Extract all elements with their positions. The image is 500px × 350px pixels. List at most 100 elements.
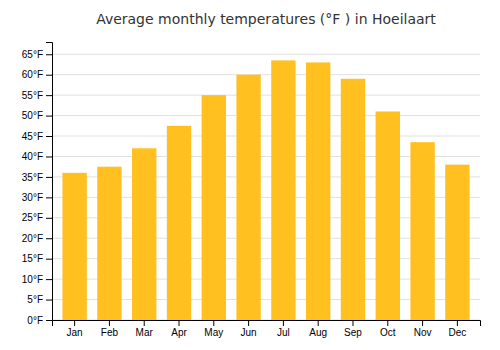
tick: 40°F bbox=[22, 151, 52, 162]
tick-mark bbox=[46, 136, 52, 137]
tick: Nov bbox=[414, 320, 432, 338]
grid-line bbox=[52, 74, 480, 75]
tick-mark bbox=[213, 320, 214, 326]
tick-mark bbox=[46, 197, 52, 198]
tick: 5°F bbox=[27, 294, 52, 305]
tick: 45°F bbox=[22, 131, 52, 142]
tick-mark bbox=[248, 320, 249, 326]
tick-mark bbox=[179, 320, 180, 326]
tick-label: 40°F bbox=[22, 151, 43, 162]
tick-mark bbox=[46, 95, 52, 96]
tick-mark bbox=[144, 320, 145, 326]
tick-mark bbox=[422, 320, 423, 326]
y-axis: 0°F 5°F 10°F 15°F 20°F 25°F 30°F 35°F 40°F 45°F 50… bbox=[22, 43, 53, 326]
tick-label: Jan bbox=[67, 327, 83, 338]
tick-label: 55°F bbox=[22, 90, 43, 101]
tick-label: 5°F bbox=[27, 294, 43, 305]
tick-mark bbox=[109, 320, 110, 326]
tick-label: Sep bbox=[344, 327, 362, 338]
grid-line bbox=[52, 95, 480, 96]
axis-line bbox=[53, 321, 481, 327]
tick-label: 65°F bbox=[22, 49, 43, 60]
tick: 10°F bbox=[22, 274, 52, 285]
plot: 0°F 5°F 10°F 15°F 20°F 25°F 30°F 35°F 40°F 45°F 50… bbox=[22, 43, 481, 339]
tick: 25°F bbox=[22, 212, 52, 223]
tick-label: Nov bbox=[414, 327, 432, 338]
tick: May bbox=[204, 320, 223, 338]
tick-mark bbox=[46, 54, 52, 55]
tick-mark bbox=[457, 320, 458, 326]
tick-mark bbox=[387, 320, 388, 326]
tick-label: Mar bbox=[136, 327, 154, 338]
tick-label: Apr bbox=[171, 327, 187, 338]
bar bbox=[97, 167, 121, 320]
tick: 60°F bbox=[22, 69, 52, 80]
tick-mark bbox=[74, 320, 75, 326]
tick: Aug bbox=[309, 320, 327, 338]
bar bbox=[341, 79, 365, 320]
bar bbox=[376, 112, 400, 321]
tick-mark bbox=[318, 320, 319, 326]
bar bbox=[271, 60, 295, 320]
tick-mark bbox=[46, 238, 52, 239]
bars bbox=[62, 60, 469, 320]
tick: 30°F bbox=[22, 192, 52, 203]
tick-mark bbox=[46, 218, 52, 219]
tick: Jul bbox=[277, 320, 290, 338]
tick-label: 45°F bbox=[22, 131, 43, 142]
tick: Feb bbox=[101, 320, 119, 338]
tick: 50°F bbox=[22, 110, 52, 121]
tick-label: 60°F bbox=[22, 69, 43, 80]
tick-mark bbox=[283, 320, 284, 326]
tick-label: 35°F bbox=[22, 172, 43, 183]
tick-label: 10°F bbox=[22, 274, 43, 285]
tick: 15°F bbox=[22, 253, 52, 264]
tick-label: 20°F bbox=[22, 233, 43, 244]
tick: Oct bbox=[380, 320, 396, 338]
tick-mark bbox=[46, 177, 52, 178]
tick-mark bbox=[46, 320, 52, 321]
chart: 0°F 5°F 10°F 15°F 20°F 25°F 30°F 35°F 40°F 45°F 50… bbox=[0, 0, 500, 350]
tick: Dec bbox=[448, 320, 466, 338]
tick-label: 30°F bbox=[22, 192, 43, 203]
x-axis: Jan Feb Mar Apr May Jun Jul Aug Sep Oct Nov Dec bbox=[53, 320, 481, 338]
tick-mark bbox=[46, 259, 52, 260]
title: Average monthly temperatures (°F ) in Ho… bbox=[96, 11, 436, 27]
tick: 65°F bbox=[22, 49, 52, 60]
tick-mark bbox=[46, 75, 52, 76]
tick-label: Aug bbox=[309, 327, 327, 338]
tick: Jun bbox=[241, 320, 257, 338]
tick-label: Dec bbox=[448, 327, 466, 338]
bar bbox=[167, 126, 191, 320]
tick-label: May bbox=[204, 327, 223, 338]
tick: Jan bbox=[67, 320, 83, 338]
bar bbox=[410, 142, 434, 320]
tick-mark bbox=[46, 116, 52, 117]
bar bbox=[306, 62, 330, 320]
grid-line bbox=[52, 54, 480, 55]
tick-label: Jun bbox=[241, 327, 257, 338]
tick: 0°F bbox=[27, 315, 52, 326]
tick: 35°F bbox=[22, 172, 52, 183]
tick-mark bbox=[46, 279, 52, 280]
tick: Apr bbox=[171, 320, 187, 338]
grid-line bbox=[52, 136, 480, 137]
tick: 55°F bbox=[22, 90, 52, 101]
grid-line bbox=[52, 115, 480, 116]
grid bbox=[52, 54, 480, 320]
tick-mark bbox=[352, 320, 353, 326]
tick-label: Feb bbox=[101, 327, 119, 338]
bar bbox=[236, 75, 260, 320]
tick-mark bbox=[46, 156, 52, 157]
tick-label: Jul bbox=[277, 327, 290, 338]
tick-label: 25°F bbox=[22, 212, 43, 223]
tick: Sep bbox=[344, 320, 362, 338]
tick-mark bbox=[46, 300, 52, 301]
tick-label: 15°F bbox=[22, 253, 43, 264]
bar bbox=[445, 165, 469, 320]
tick-label: 50°F bbox=[22, 110, 43, 121]
tick-label: Oct bbox=[380, 327, 396, 338]
bar bbox=[62, 173, 86, 320]
tick: 20°F bbox=[22, 233, 52, 244]
tick: Mar bbox=[136, 320, 154, 338]
